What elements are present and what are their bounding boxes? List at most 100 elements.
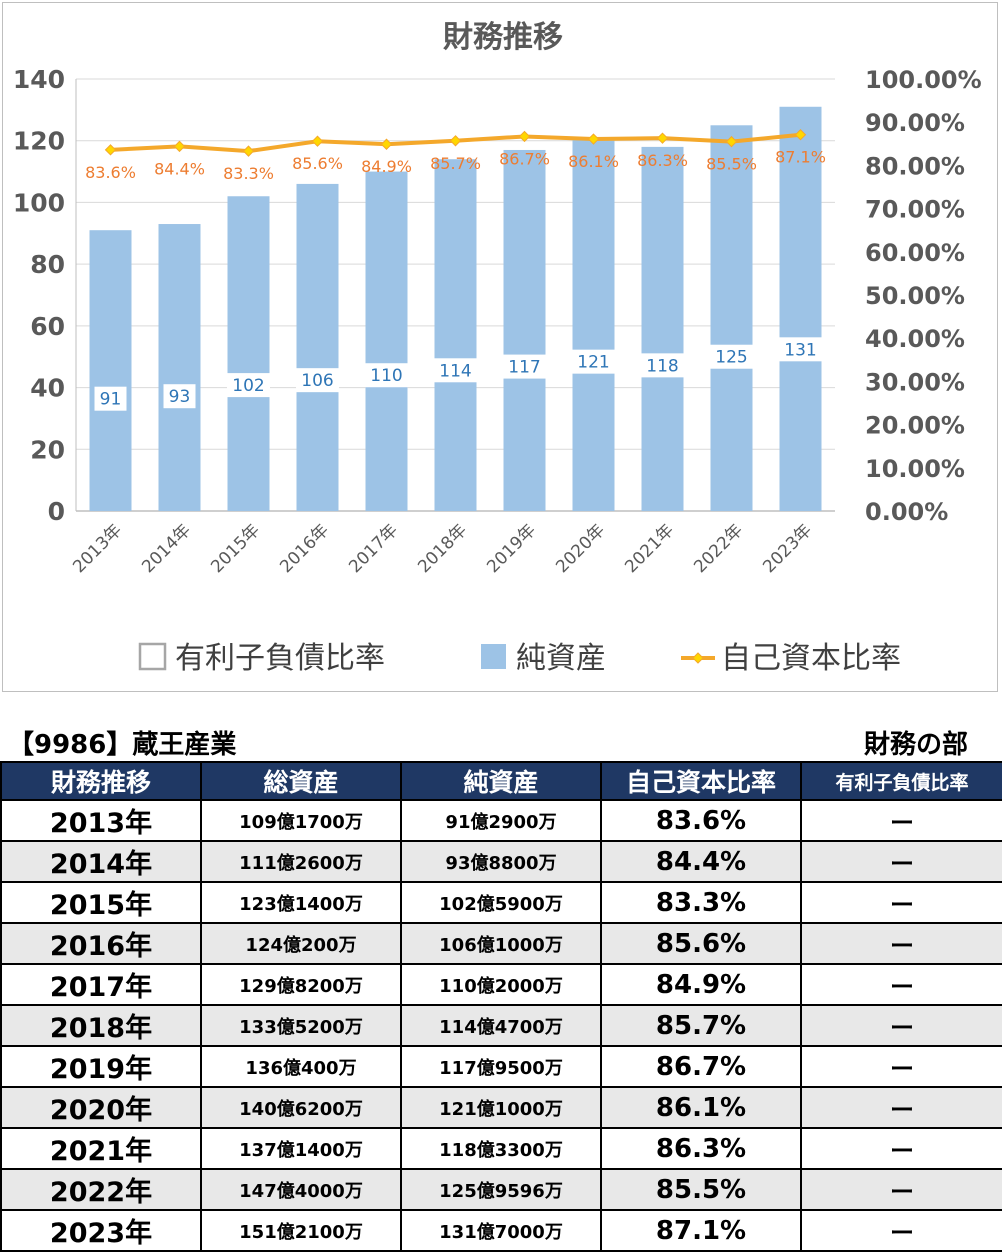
bar-label-bg: [227, 373, 270, 398]
y-left-tick-label: 20: [30, 435, 65, 464]
bar-label-bg: [779, 337, 822, 362]
line-data-label: 83.6%: [85, 163, 136, 182]
y-left-tick-label: 0: [48, 497, 65, 526]
y-right-tick-label: 10.00%: [865, 455, 965, 483]
line-point: [173, 140, 186, 153]
line-point: [518, 130, 531, 143]
cell-total-assets: 109億1700万: [200, 799, 402, 842]
bar-data-label: 125: [715, 348, 747, 368]
cell-year: 2022年: [0, 1168, 202, 1211]
line-data-label: 85.7%: [430, 154, 481, 173]
line-point: [311, 135, 324, 147]
x-tick-label: 2015年: [207, 520, 264, 577]
cell-year: 2014年: [0, 840, 202, 883]
company-title: 【9986】蔵王産業: [8, 730, 237, 760]
cell-year: 2021年: [0, 1127, 202, 1170]
cell-equity-ratio: 86.1%: [600, 1086, 802, 1129]
line-point: [656, 132, 669, 144]
cell-debt-ratio: ー: [800, 1045, 1002, 1088]
y-right-tick-label: 100.00%: [865, 66, 982, 94]
cell-debt-ratio: ー: [800, 1127, 1002, 1170]
line-data-label: 86.7%: [499, 149, 550, 168]
cell-total-assets: 133億5200万: [200, 1004, 402, 1047]
cell-total-assets: 136億400万: [200, 1045, 402, 1088]
cell-net-assets: 121億1000万: [400, 1086, 602, 1129]
line-point: [725, 135, 738, 148]
header-debt-ratio: 有利子負債比率: [800, 761, 1002, 801]
cell-year: 2019年: [0, 1045, 202, 1088]
x-tick-label: 2014年: [138, 520, 195, 577]
cell-net-assets: 118億3300万: [400, 1127, 602, 1170]
cell-net-assets: 106億1000万: [400, 922, 602, 965]
bar-label-bg: [641, 353, 684, 378]
cell-total-assets: 111億2600万: [200, 840, 402, 883]
table-row: 2014年 111億2600万 93億8800万 84.4% ー: [0, 840, 1002, 883]
bar: [365, 171, 408, 512]
table-row: 2020年 140億6200万 121億1000万 86.1% ー: [0, 1086, 1002, 1129]
cell-net-assets: 91億2900万: [400, 799, 602, 842]
cell-equity-ratio: 86.3%: [600, 1127, 802, 1170]
table-row: 2023年 151億2100万 131億7000万 87.1% ー: [0, 1209, 1002, 1252]
table-row: 2021年 137億1400万 118億3300万 86.3% ー: [0, 1127, 1002, 1170]
y-right-tick-label: 80.00%: [865, 152, 965, 180]
line-data-label: 84.9%: [361, 157, 412, 176]
line-data-label: 86.3%: [637, 151, 688, 170]
cell-net-assets: 125億9596万: [400, 1168, 602, 1211]
x-tick-label: 2021年: [621, 520, 678, 577]
cell-net-assets: 117億9500万: [400, 1045, 602, 1088]
legend-marker-equity-ratio: [692, 652, 704, 664]
cell-year: 2018年: [0, 1004, 202, 1047]
bar-label-bg: [434, 358, 477, 383]
y-left-tick-label: 140: [13, 65, 65, 94]
x-tick-label: 2022年: [690, 520, 747, 577]
legend-swatch-net-assets: [481, 644, 506, 669]
y-right-tick-label: 60.00%: [865, 239, 965, 267]
table-row: 2017年 129億8200万 110億2000万 84.9% ー: [0, 963, 1002, 1006]
line-data-label: 86.1%: [568, 152, 619, 171]
y-left-tick-label: 80: [30, 250, 65, 279]
bar-label-bg: [94, 386, 127, 411]
cell-year: 2016年: [0, 922, 202, 965]
x-tick-label: 2016年: [276, 520, 333, 577]
y-right-tick-label: 50.00%: [865, 282, 965, 310]
cell-debt-ratio: ー: [800, 1168, 1002, 1211]
legend-label-debt-ratio: 有利子負債比率: [175, 641, 385, 676]
legend-label-equity-ratio: 自己資本比率: [721, 641, 901, 676]
x-tick-label: 2013年: [69, 520, 126, 577]
cell-total-assets: 124億200万: [200, 922, 402, 965]
y-left-tick-label: 60: [30, 312, 65, 341]
bar: [572, 137, 615, 511]
bar-label-bg: [163, 384, 196, 409]
cell-net-assets: 110億2000万: [400, 963, 602, 1006]
table-header-row: 財務推移 総資産 純資産 自己資本比率 有利子負債比率: [0, 761, 1002, 801]
header-equity-ratio: 自己資本比率: [600, 761, 802, 801]
bar-label-bg: [572, 349, 615, 374]
bar: [89, 230, 132, 511]
bar-data-label: 117: [508, 358, 540, 378]
cell-year: 2023年: [0, 1209, 202, 1252]
y-left-tick-label: 100: [13, 188, 65, 217]
section-title: 財務の部: [863, 730, 968, 760]
line-data-label: 85.6%: [292, 154, 343, 173]
bar: [779, 106, 822, 512]
x-tick-label: 2017年: [345, 520, 402, 577]
cell-debt-ratio: ー: [800, 1209, 1002, 1252]
line-data-label: 83.3%: [223, 164, 274, 183]
bar-data-label: 93: [169, 387, 191, 407]
chart-title: 財務推移: [443, 20, 563, 55]
x-tick-label: 2023年: [759, 520, 816, 577]
bar-data-label: 110: [370, 366, 402, 386]
cell-total-assets: 151億2100万: [200, 1209, 402, 1252]
cell-debt-ratio: ー: [800, 922, 1002, 965]
cell-year: 2015年: [0, 881, 202, 924]
cell-net-assets: 102億5900万: [400, 881, 602, 924]
cell-net-assets: 131億7000万: [400, 1209, 602, 1252]
y-right-tick-label: 20.00%: [865, 412, 965, 440]
line-data-label: 84.4%: [154, 159, 205, 178]
cell-debt-ratio: ー: [800, 881, 1002, 924]
x-tick-label: 2019年: [483, 520, 540, 577]
line-point: [242, 145, 255, 157]
cell-debt-ratio: ー: [800, 963, 1002, 1006]
legend-label-net-assets: 純資産: [516, 641, 606, 676]
cell-total-assets: 123億1400万: [200, 881, 402, 924]
